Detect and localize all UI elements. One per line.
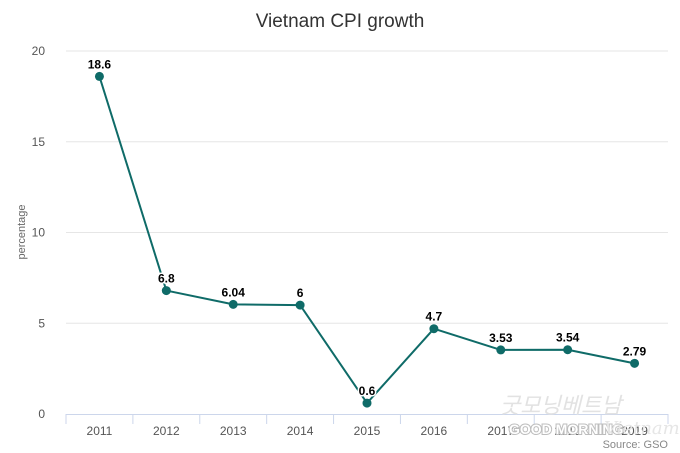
x-tick-label: 2016 bbox=[421, 424, 448, 438]
x-tick-label: 2019 bbox=[621, 424, 648, 438]
source-note: Source: GSO bbox=[603, 439, 669, 451]
data-label-2016: 4.7 bbox=[426, 310, 443, 324]
data-labels: 18.6 6.8 6.04 6 0.6 4.7 3.53 3.54 2.79 bbox=[86, 56, 648, 400]
data-point-2018[interactable] bbox=[563, 345, 573, 355]
y-axis-title: percentage bbox=[16, 204, 28, 259]
data-label-2018: 3.54 bbox=[556, 331, 580, 345]
x-tick-label: 2011 bbox=[87, 424, 113, 438]
data-point-2016[interactable] bbox=[429, 324, 439, 334]
y-tick-label: 0 bbox=[38, 407, 45, 421]
data-label-2015: 0.6 bbox=[359, 384, 376, 398]
series-line bbox=[98, 75, 636, 405]
data-label-2017: 3.53 bbox=[489, 331, 513, 345]
y-tick-labels: 0 5 10 15 20 bbox=[32, 44, 46, 421]
x-tick-label: 2014 bbox=[287, 424, 314, 438]
data-label-2013: 6.04 bbox=[222, 285, 246, 299]
data-point-2014[interactable] bbox=[295, 300, 305, 310]
data-point-2013[interactable] bbox=[228, 299, 238, 309]
data-label-2014: 6 bbox=[297, 286, 304, 300]
watermark-logo: 굿모닝베트남 GOOD MORNING Vietnam bbox=[500, 394, 680, 439]
x-tick-label: 2018 bbox=[554, 424, 581, 438]
x-tick-labels: 2011 2012 2013 2014 2015 2016 2017 2018 2019 bbox=[87, 424, 649, 438]
x-tick-label: 2012 bbox=[153, 424, 180, 438]
x-tick-label: 2017 bbox=[487, 424, 514, 438]
y-tick-label: 5 bbox=[38, 316, 45, 330]
chart-title: Vietnam CPI growth bbox=[256, 11, 425, 32]
y-tick-label: 20 bbox=[32, 44, 46, 58]
x-axis bbox=[65, 414, 669, 424]
data-point-2011[interactable] bbox=[94, 71, 104, 81]
watermark-main-text: GOOD MORNING bbox=[509, 421, 623, 437]
watermark-side-text: Vietnam bbox=[604, 418, 680, 439]
data-label-2019: 2.79 bbox=[623, 344, 647, 358]
y-tick-label: 10 bbox=[32, 226, 46, 240]
x-tick-label: 2015 bbox=[354, 424, 381, 438]
gridlines bbox=[66, 50, 668, 324]
x-tick-label: 2013 bbox=[220, 424, 247, 438]
data-point-2017[interactable] bbox=[496, 345, 506, 355]
data-label-2012: 6.8 bbox=[158, 272, 175, 286]
series-cpi bbox=[94, 71, 640, 408]
y-tick-label: 15 bbox=[32, 135, 46, 149]
data-point-2015[interactable] bbox=[362, 398, 372, 408]
watermark-script-text: 굿모닝베트남 bbox=[500, 394, 624, 419]
data-label-2011: 18.6 bbox=[88, 57, 112, 71]
data-point-2019[interactable] bbox=[630, 358, 640, 368]
data-point-2012[interactable] bbox=[161, 286, 171, 296]
